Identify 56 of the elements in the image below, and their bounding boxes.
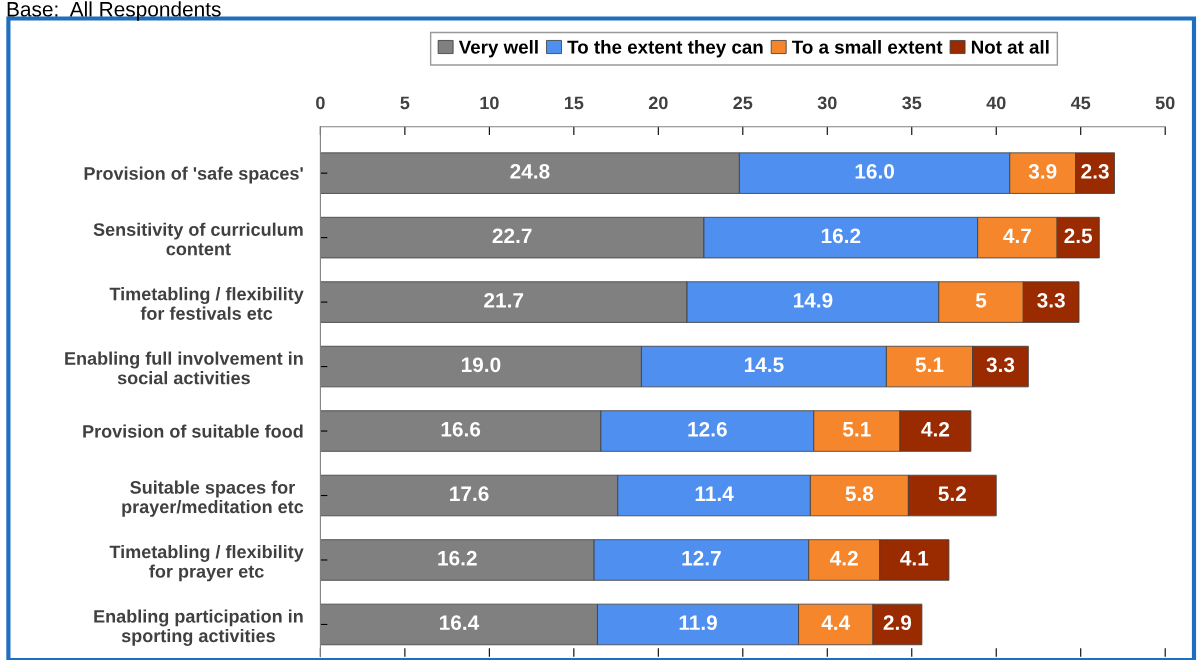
data-label: 4.7 bbox=[1003, 228, 1031, 243]
data-label: 19.0 bbox=[461, 357, 501, 373]
x-tick-label: 5 bbox=[400, 96, 410, 110]
data-label: 4.2 bbox=[921, 421, 950, 437]
text: Base: All Respondents bbox=[7, 1, 221, 21]
data-label: 4.4 bbox=[821, 615, 851, 630]
data-label: 16.2 bbox=[821, 228, 861, 244]
data-label: 14.9 bbox=[793, 292, 833, 308]
data-label: 2.9 bbox=[883, 615, 912, 631]
data-label: 5 bbox=[975, 293, 987, 308]
data-label: 17.6 bbox=[450, 486, 489, 502]
data-label: 5.8 bbox=[845, 486, 874, 502]
y-tick-label: Enabling participation in sporting activities bbox=[94, 609, 303, 646]
data-label: 4.1 bbox=[900, 551, 929, 566]
data-label: 16.6 bbox=[441, 421, 481, 437]
legend-label: Very well bbox=[458, 39, 538, 58]
y-tick-label: Sensitivity of curriculum content bbox=[93, 222, 303, 256]
x-tick-label: 15 bbox=[564, 96, 584, 110]
legend-label: Not at all bbox=[971, 39, 1049, 54]
y-tick-label: Timetabling / flexibility for prayer etc bbox=[109, 544, 304, 582]
data-label: 5.1 bbox=[915, 357, 944, 373]
data-label: 2.3 bbox=[1081, 163, 1109, 179]
data-label: 16.0 bbox=[855, 163, 895, 179]
data-label: 24.8 bbox=[510, 163, 550, 179]
data-label: 21.7 bbox=[484, 292, 524, 308]
data-label: 12.7 bbox=[682, 550, 721, 566]
x-tick-label: 10 bbox=[480, 96, 499, 110]
data-label: 14.5 bbox=[744, 357, 784, 373]
data-label: 22.7 bbox=[492, 228, 532, 243]
x-tick-label: 50 bbox=[1155, 96, 1175, 110]
x-tick-label: 40 bbox=[986, 96, 1006, 110]
x-tick-label: 25 bbox=[733, 96, 753, 110]
y-tick-label: Suitable spaces for prayer/meditation etc bbox=[122, 480, 304, 517]
data-label: 2.5 bbox=[1064, 228, 1093, 244]
data-label: 5.2 bbox=[938, 486, 966, 502]
legend-label: To the extent they can bbox=[567, 39, 763, 58]
x-tick-label: 20 bbox=[648, 96, 668, 110]
data-label: 11.4 bbox=[695, 486, 734, 501]
x-tick-label: 35 bbox=[902, 96, 922, 110]
data-label: 12.6 bbox=[688, 421, 727, 437]
x-tick-label: 30 bbox=[817, 96, 837, 110]
y-tick-label: Provision of 'safe spaces' bbox=[84, 166, 303, 184]
data-label: 3.9 bbox=[1028, 163, 1057, 179]
legend-label: To a small extent bbox=[792, 39, 943, 54]
data-label: 16.4 bbox=[439, 615, 480, 631]
y-tick-label: Enabling full involvement in social activities bbox=[65, 351, 303, 385]
y-tick-label: Provision of suitable food bbox=[83, 424, 303, 438]
data-label: 3.3 bbox=[1037, 292, 1065, 308]
data-label: 4.2 bbox=[830, 550, 858, 566]
x-tick-label: 0 bbox=[316, 96, 325, 110]
data-label: 11.9 bbox=[679, 615, 717, 631]
data-label: 5.1 bbox=[843, 422, 871, 437]
data-label: 16.2 bbox=[438, 550, 477, 566]
y-tick-label: Timetabling / flexibility for festivals etc bbox=[109, 287, 304, 320]
data-label: 3.3 bbox=[986, 357, 1015, 373]
x-tick-label: 45 bbox=[1070, 96, 1091, 110]
